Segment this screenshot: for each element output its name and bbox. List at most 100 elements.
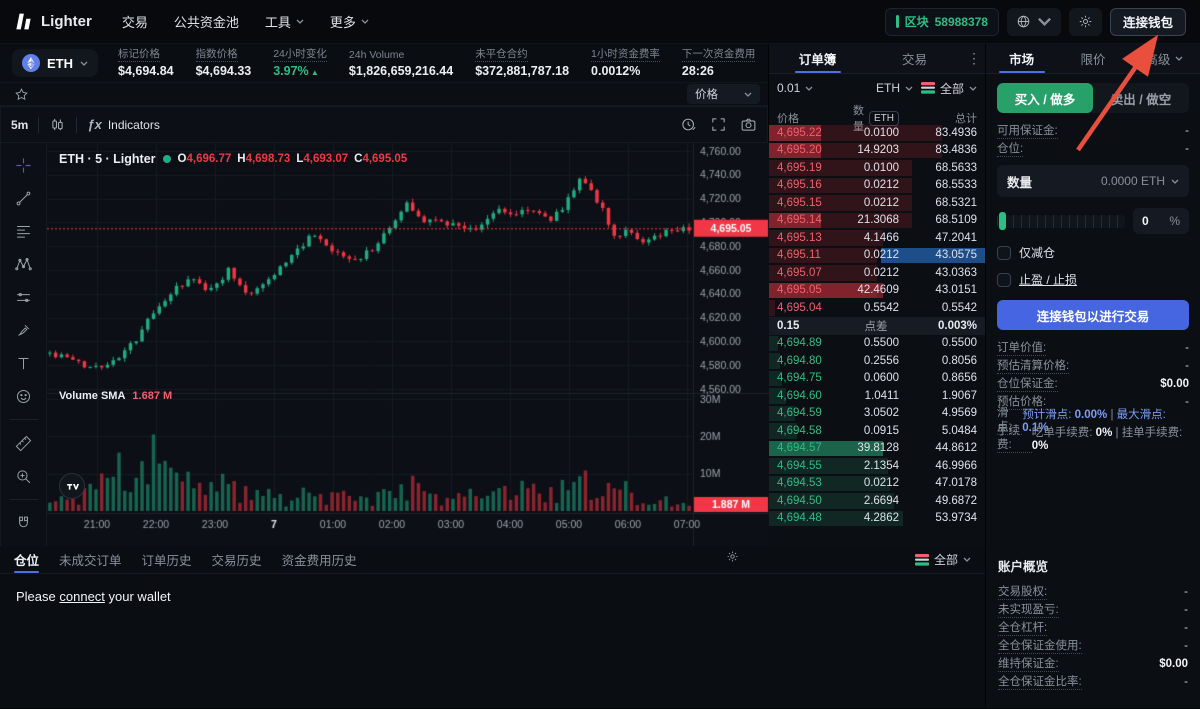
bid-row[interactable]: 4,694.53 0.0212 47.0178 xyxy=(769,475,985,493)
total-cell: 0.5542 xyxy=(941,301,977,314)
tab-funding-history[interactable]: 资金费用历史 xyxy=(282,546,357,573)
axis-settings-button[interactable] xyxy=(726,550,739,563)
favorite-button[interactable] xyxy=(14,87,29,102)
tpsl-checkbox[interactable]: 止盈 / 止损 xyxy=(997,271,1189,288)
snapshot-button[interactable] xyxy=(740,116,757,133)
ask-row[interactable]: 4,695.14 21.3068 68.5109 xyxy=(769,212,985,230)
price-chart-canvas[interactable] xyxy=(47,143,769,546)
tab-orderbook[interactable]: 订单簿 xyxy=(769,44,866,73)
connect-wallet-to-trade-button[interactable]: 连接钱包以进行交易 xyxy=(997,300,1189,330)
zoom-in-tool[interactable] xyxy=(10,464,38,488)
symbol-selector[interactable]: ETH xyxy=(12,49,98,77)
ask-row[interactable]: 4,695.20 14.9203 83.4836 xyxy=(769,142,985,160)
bid-row[interactable]: 4,694.55 2.1354 46.9966 xyxy=(769,457,985,475)
ask-row[interactable]: 4,695.19 0.0100 68.5633 xyxy=(769,159,985,177)
reduce-only-checkbox[interactable]: 仅减仓 xyxy=(997,244,1189,261)
fullscreen-button[interactable] xyxy=(710,116,727,133)
bid-row[interactable]: 4,694.48 4.2862 53.9734 xyxy=(769,510,985,528)
volume-label: Volume SMA xyxy=(59,390,126,402)
symbol-label: ETH xyxy=(47,55,73,71)
quantity-value[interactable]: 0.0000 ETH xyxy=(1101,174,1179,188)
tab-open-orders[interactable]: 未成交订单 xyxy=(59,546,122,573)
bid-row[interactable]: 4,694.75 0.0600 0.8656 xyxy=(769,370,985,388)
tab-market[interactable]: 市场 xyxy=(986,44,1057,73)
depth-bar xyxy=(769,405,795,421)
language-button[interactable] xyxy=(1006,7,1061,36)
percent-box[interactable]: 0 % xyxy=(1133,208,1189,234)
order-type-tabs: 市场 限价 高级 xyxy=(986,44,1200,74)
ask-row[interactable]: 4,695.07 0.0212 43.0363 xyxy=(769,264,985,282)
bid-row[interactable]: 4,694.59 3.0502 4.9569 xyxy=(769,405,985,423)
tab-trades[interactable]: 交易 xyxy=(901,53,927,67)
tab-order-history[interactable]: 订单历史 xyxy=(142,546,192,573)
qty-cell: 21.3068 xyxy=(857,214,899,227)
unit-dropdown[interactable]: ETH xyxy=(876,81,913,95)
bid-row[interactable]: 4,694.89 0.5500 0.5500 xyxy=(769,335,985,353)
sell-short-button[interactable]: 卖出 / 做空 xyxy=(1093,83,1189,113)
depth-bar xyxy=(769,423,798,439)
qty-cell: 0.2556 xyxy=(863,354,899,367)
fib-retracement-tool[interactable] xyxy=(10,219,38,243)
bid-row[interactable]: 4,694.57 39.8128 44.8612 xyxy=(769,440,985,458)
trend-line-tool[interactable] xyxy=(10,186,38,210)
ruler-tool[interactable] xyxy=(10,431,38,455)
connect-message: Please connect your wallet xyxy=(16,589,171,604)
book-view-dropdown[interactable]: 全部 xyxy=(920,80,977,97)
ask-row[interactable]: 4,695.22 0.0100 83.4936 xyxy=(769,124,985,142)
settings-button[interactable] xyxy=(1068,7,1102,36)
magnet-tool[interactable] xyxy=(10,511,38,535)
position-tool[interactable] xyxy=(10,285,38,309)
ask-row[interactable]: 4,695.05 42.4609 43.0151 xyxy=(769,282,985,300)
text-tool[interactable] xyxy=(10,351,38,375)
price-display-dropdown[interactable]: 价格 xyxy=(687,84,760,104)
ask-row[interactable]: 4,695.04 0.5542 0.5542 xyxy=(769,299,985,317)
nav-item-public-pools[interactable]: 公共资金池 xyxy=(174,12,239,31)
account-row-label: 维持保证金: xyxy=(998,657,1059,672)
emoji-tool[interactable] xyxy=(10,384,38,408)
buy-long-button[interactable]: 买入 / 做多 xyxy=(997,83,1093,113)
tab-trade-history[interactable]: 交易历史 xyxy=(212,546,262,573)
total-cell: 68.5109 xyxy=(935,214,977,227)
bid-row[interactable]: 4,694.60 1.0411 1.9067 xyxy=(769,387,985,405)
detail-row-value: - xyxy=(1185,342,1189,354)
candle-style-button[interactable] xyxy=(49,116,66,133)
interval-button[interactable]: 5m xyxy=(11,117,29,132)
nav-item-trade[interactable]: 交易 xyxy=(122,12,148,31)
orderbook-menu-button[interactable]: ⋮ xyxy=(963,44,985,73)
connect-wallet-button[interactable]: 连接钱包 xyxy=(1109,7,1186,36)
nav-item-tools[interactable]: 工具 xyxy=(265,12,304,31)
brand[interactable]: Lighter xyxy=(14,12,92,31)
stat-label: 24h Volume xyxy=(348,48,405,61)
volume-indicator-legend: Volume SMA 1.687 M xyxy=(59,390,172,402)
unit-badge[interactable]: ETH xyxy=(869,110,899,126)
spread-row[interactable]: 0.15 点差 0.003% xyxy=(769,316,985,335)
nav-item-label: 工具 xyxy=(264,15,291,30)
bid-row[interactable]: 4,694.58 0.0915 5.0484 xyxy=(769,422,985,440)
depth-bar xyxy=(769,370,782,386)
tab-positions[interactable]: 仓位 xyxy=(14,546,40,573)
slider-handle[interactable] xyxy=(999,212,1006,230)
crosshair-tool[interactable] xyxy=(10,153,38,177)
bid-row[interactable]: 4,694.50 2.6694 49.6872 xyxy=(769,492,985,510)
bid-row[interactable]: 4,694.80 0.2556 0.8056 xyxy=(769,352,985,370)
indicators-button[interactable]: ƒx Indicators xyxy=(87,117,160,132)
ask-row[interactable]: 4,695.11 0.0212 43.0575 xyxy=(769,247,985,265)
price-cell: 4,695.04 xyxy=(777,301,822,314)
connect-link[interactable]: connect xyxy=(59,589,105,604)
xabcd-pattern-tool[interactable] xyxy=(10,252,38,276)
tab-limit[interactable]: 限价 xyxy=(1080,53,1106,67)
brush-tool[interactable] xyxy=(10,318,38,342)
chart-canvas-area[interactable]: ETH · 5 · Lighter O4,696.77 H4,698.73 L4… xyxy=(47,143,769,568)
tick-size-dropdown[interactable]: 0.01 xyxy=(777,81,813,95)
quantity-field[interactable]: 数量 0.0000 ETH xyxy=(997,165,1189,197)
ask-row[interactable]: 4,695.13 4.1466 47.2041 xyxy=(769,229,985,247)
ask-row[interactable]: 4,695.16 0.0212 68.5533 xyxy=(769,177,985,195)
ask-row[interactable]: 4,695.15 0.0212 68.5321 xyxy=(769,194,985,212)
positions-filter-dropdown[interactable]: 全部 xyxy=(914,546,971,573)
tab-advanced[interactable]: 高级 xyxy=(1129,44,1200,73)
nav-item-more[interactable]: 更多 xyxy=(330,12,369,31)
alert-clock-button[interactable] xyxy=(680,116,697,133)
price-cell: 4,694.80 xyxy=(777,354,822,367)
size-slider[interactable] xyxy=(997,212,1125,230)
tradingview-logo[interactable] xyxy=(59,473,85,499)
